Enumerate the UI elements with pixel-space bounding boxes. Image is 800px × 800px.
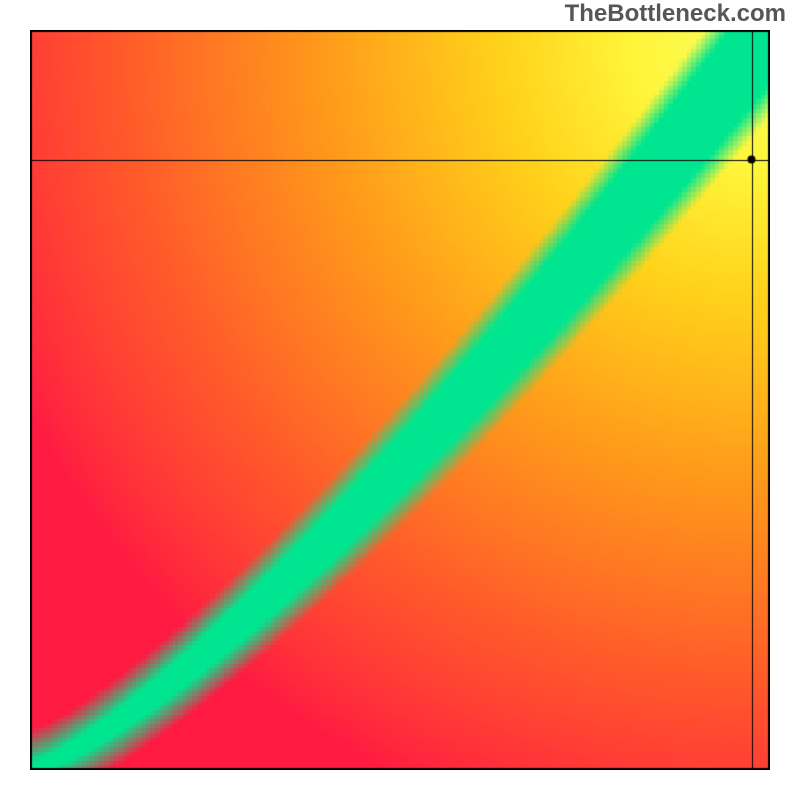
watermark-text: TheBottleneck.com xyxy=(565,0,786,28)
chart-container: TheBottleneck.com xyxy=(0,0,800,800)
heatmap-canvas xyxy=(30,30,770,770)
